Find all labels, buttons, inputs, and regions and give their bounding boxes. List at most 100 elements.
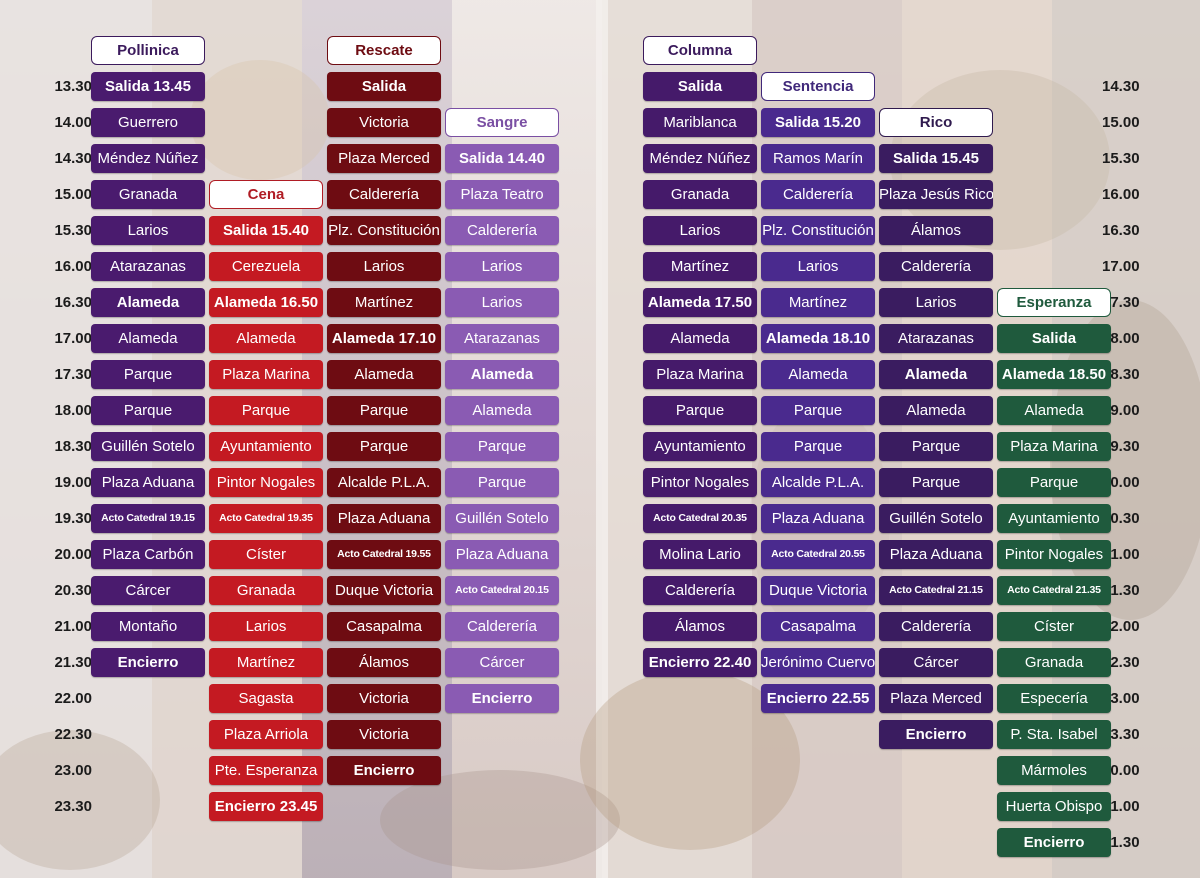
schedule-cell-pollinica: Alameda xyxy=(91,288,205,317)
time-label-right: 15.00 xyxy=(1102,114,1140,131)
schedule-cell-columna: Ayuntamiento xyxy=(643,432,757,461)
schedule-cell-columna: Álamos xyxy=(643,612,757,641)
schedule-cell-columna: Parque xyxy=(643,396,757,425)
time-label-right: 19.00 xyxy=(1102,402,1140,419)
time-label-right: 01.30 xyxy=(1102,834,1140,851)
schedule-cell-pollinica: Larios xyxy=(91,216,205,245)
schedule-cell-rescate: Parque xyxy=(327,432,441,461)
schedule-cell-rico: Cárcer xyxy=(879,648,993,677)
time-label-left: 18.30 xyxy=(54,438,92,455)
schedule-cell-sentencia: Casapalma xyxy=(761,612,875,641)
schedule-cell-sentencia: Larios xyxy=(761,252,875,281)
column-header-sangre: Sangre xyxy=(445,108,559,137)
schedule-cell-sentencia: Ramos Marín xyxy=(761,144,875,173)
time-label-right: 22.00 xyxy=(1102,618,1140,635)
schedule-cell-sangre: Parque xyxy=(445,468,559,497)
schedule-cell-esperanza: Encierro xyxy=(997,828,1111,857)
schedule-cell-pollinica: Acto Catedral 19.15 xyxy=(91,504,205,533)
schedule-cell-rico: Calderería xyxy=(879,252,993,281)
schedule-cell-sangre: Cárcer xyxy=(445,648,559,677)
schedule-cell-cena: Sagasta xyxy=(209,684,323,713)
schedule-cell-esperanza: Mármoles xyxy=(997,756,1111,785)
schedule-cell-cena: Ayuntamiento xyxy=(209,432,323,461)
time-label-right: 00.00 xyxy=(1102,762,1140,779)
time-label-right: 01.00 xyxy=(1102,798,1140,815)
time-label-right: 19.30 xyxy=(1102,438,1140,455)
schedule-cell-columna: Alameda 17.50 xyxy=(643,288,757,317)
schedule-cell-pollinica: Plaza Carbón xyxy=(91,540,205,569)
time-label-left: 14.00 xyxy=(54,114,92,131)
time-label-left: 20.00 xyxy=(54,546,92,563)
time-label-right: 15.30 xyxy=(1102,150,1140,167)
time-label-right: 20.00 xyxy=(1102,474,1140,491)
schedule-cell-columna: Pintor Nogales xyxy=(643,468,757,497)
schedule-cell-cena: Císter xyxy=(209,540,323,569)
schedule-cell-rico: Alameda xyxy=(879,360,993,389)
time-label-left: 21.30 xyxy=(54,654,92,671)
schedule-cell-rico: Acto Catedral 21.15 xyxy=(879,576,993,605)
schedule-cell-esperanza: Huerta Obispo xyxy=(997,792,1111,821)
schedule-cell-esperanza: P. Sta. Isabel xyxy=(997,720,1111,749)
time-label-left: 22.30 xyxy=(54,726,92,743)
time-label-left: 15.00 xyxy=(54,186,92,203)
schedule-cell-sentencia: Alameda 18.10 xyxy=(761,324,875,353)
schedule-cell-sangre: Plaza Aduana xyxy=(445,540,559,569)
schedule-cell-cena: Pte. Esperanza xyxy=(209,756,323,785)
schedule-cell-rico: Parque xyxy=(879,432,993,461)
schedule-cell-columna: Méndez Núñez xyxy=(643,144,757,173)
schedule-cell-pollinica: Alameda xyxy=(91,324,205,353)
schedule-cell-rescate: Casapalma xyxy=(327,612,441,641)
schedule-cell-cena: Encierro 23.45 xyxy=(209,792,323,821)
schedule-cell-sentencia: Alameda xyxy=(761,360,875,389)
time-label-right: 17.30 xyxy=(1102,294,1140,311)
schedule-cell-sangre: Encierro xyxy=(445,684,559,713)
schedule-cell-rescate: Victoria xyxy=(327,720,441,749)
time-label-right: 23.30 xyxy=(1102,726,1140,743)
schedule-cell-rescate: Parque xyxy=(327,396,441,425)
time-label-left: 13.30 xyxy=(54,78,92,95)
schedule-cell-sangre: Alameda xyxy=(445,360,559,389)
schedule-cell-sentencia: Plaza Aduana xyxy=(761,504,875,533)
column-header-pollinica: Pollinica xyxy=(91,36,205,65)
schedule-cell-rescate: Plaza Merced xyxy=(327,144,441,173)
schedule-cell-rico: Encierro xyxy=(879,720,993,749)
column-header-sentencia: Sentencia xyxy=(761,72,875,101)
schedule-cell-cena: Pintor Nogales xyxy=(209,468,323,497)
schedule-cell-esperanza: Ayuntamiento xyxy=(997,504,1111,533)
schedule-cell-columna: Plaza Marina xyxy=(643,360,757,389)
time-label-left: 22.00 xyxy=(54,690,92,707)
column-header-rescate: Rescate xyxy=(327,36,441,65)
schedule-cell-pollinica: Salida 13.45 xyxy=(91,72,205,101)
schedule-cell-rescate: Martínez xyxy=(327,288,441,317)
schedule-cell-sangre: Atarazanas xyxy=(445,324,559,353)
schedule-cell-sangre: Guillén Sotelo xyxy=(445,504,559,533)
schedule-cell-columna: Encierro 22.40 xyxy=(643,648,757,677)
time-label-right: 16.00 xyxy=(1102,186,1140,203)
schedule-cell-cena: Granada xyxy=(209,576,323,605)
schedule-cell-pollinica: Montaño xyxy=(91,612,205,641)
schedule-cell-sentencia: Plz. Constitución xyxy=(761,216,875,245)
time-label-right: 20.30 xyxy=(1102,510,1140,527)
schedule-cell-rescate: Encierro xyxy=(327,756,441,785)
schedule-cell-esperanza: Especería xyxy=(997,684,1111,713)
schedule-cell-columna: Salida xyxy=(643,72,757,101)
schedule-cell-rescate: Álamos xyxy=(327,648,441,677)
schedule-cell-rescate: Alameda xyxy=(327,360,441,389)
schedule-cell-rico: Salida 15.45 xyxy=(879,144,993,173)
time-label-right: 23.00 xyxy=(1102,690,1140,707)
schedule-cell-sangre: Salida 14.40 xyxy=(445,144,559,173)
schedule-cell-rico: Calderería xyxy=(879,612,993,641)
schedule-cell-rescate: Plaza Aduana xyxy=(327,504,441,533)
schedule-cell-sangre: Alameda xyxy=(445,396,559,425)
schedule-cell-sentencia: Martínez xyxy=(761,288,875,317)
schedule-cell-sentencia: Parque xyxy=(761,432,875,461)
schedule-cell-cena: Cerezuela xyxy=(209,252,323,281)
schedule-cell-columna: Mariblanca xyxy=(643,108,757,137)
schedule-cell-cena: Alameda 16.50 xyxy=(209,288,323,317)
schedule-cell-cena: Acto Catedral 19.35 xyxy=(209,504,323,533)
time-label-right: 14.30 xyxy=(1102,78,1140,95)
schedule-cell-rico: Larios xyxy=(879,288,993,317)
schedule-cell-pollinica: Cárcer xyxy=(91,576,205,605)
schedule-cell-pollinica: Parque xyxy=(91,360,205,389)
schedule-cell-rescate: Alcalde P.L.A. xyxy=(327,468,441,497)
